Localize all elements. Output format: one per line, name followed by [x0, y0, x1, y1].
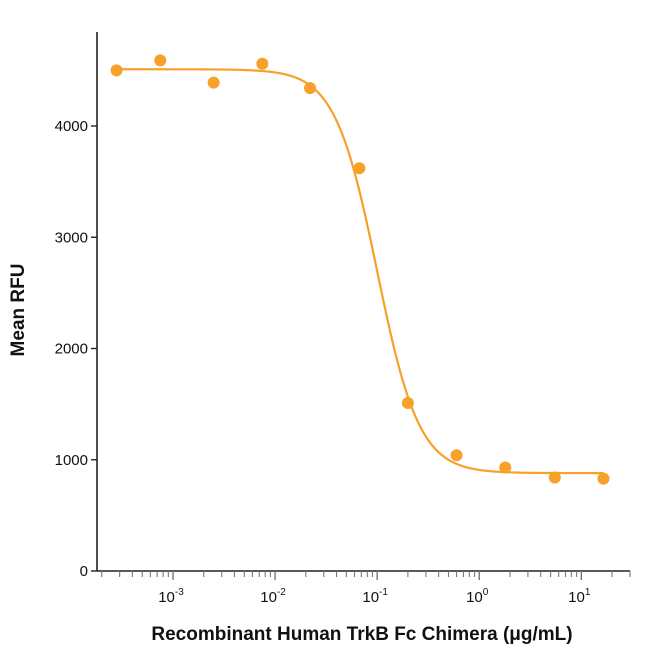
- data-point-11: [597, 472, 610, 485]
- data-point-2: [154, 54, 167, 67]
- x-tick-label--1: 10-1: [362, 587, 388, 606]
- data-point-5: [304, 82, 317, 95]
- y-tick-label-0: 0: [80, 563, 88, 580]
- x-axis-title: Recombinant Human TrkB Fc Chimera (μg/mL…: [151, 624, 572, 645]
- ticks: 0 1000 2000 3000 4000 10-3 10-2 10-1 100 101: [55, 118, 631, 606]
- data-point-3: [207, 76, 220, 89]
- x-tick-label-0: 100: [466, 587, 489, 606]
- data-point-8: [450, 449, 463, 462]
- fit-curve: [116, 68, 604, 475]
- y-tick-label-2000: 2000: [55, 341, 88, 358]
- x-tick-label--3: 10-3: [158, 587, 184, 606]
- data-point-10: [548, 471, 561, 484]
- fit-curve-layer: [116, 68, 604, 475]
- data-point-9: [499, 461, 512, 474]
- axes: [96, 32, 630, 572]
- y-tick-label-4000: 4000: [55, 118, 88, 135]
- y-tick-label-3000: 3000: [55, 229, 88, 246]
- data-point-7: [401, 397, 414, 410]
- x-tick-label--2: 10-2: [260, 587, 286, 606]
- y-tick-label-1000: 1000: [55, 452, 88, 469]
- y-axis-title: Mean RFU: [8, 264, 29, 357]
- data-points: [110, 54, 610, 485]
- data-point-6: [353, 162, 366, 175]
- data-point-4: [256, 57, 269, 70]
- x-tick-label-1: 101: [568, 587, 591, 606]
- data-point-1: [110, 64, 123, 77]
